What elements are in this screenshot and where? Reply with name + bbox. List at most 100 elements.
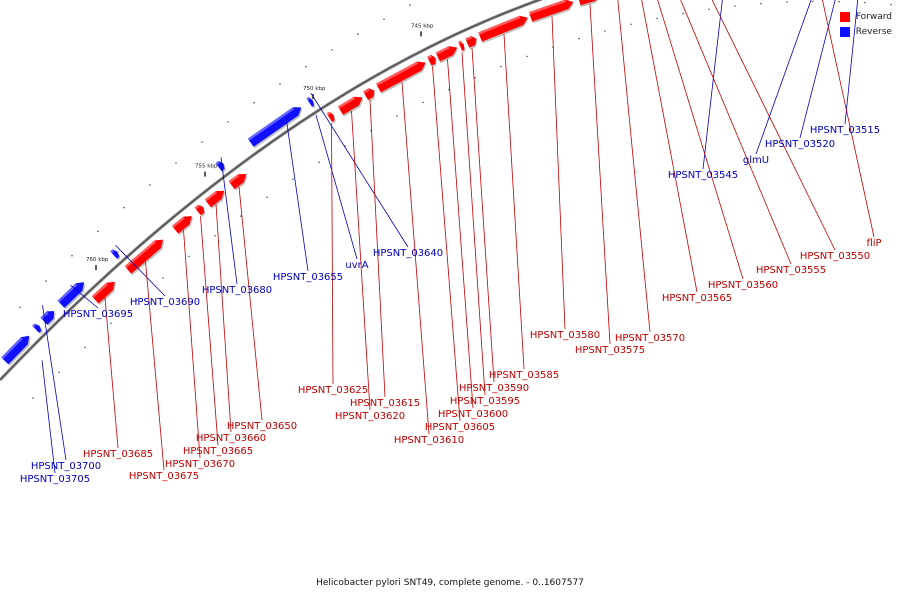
gene-label[interactable]: HPSNT_03605 (425, 422, 495, 433)
gene-label[interactable]: HPSNT_03520 (765, 139, 835, 150)
scale-dot (396, 115, 398, 117)
gene-label[interactable]: HPSNT_03620 (335, 411, 405, 422)
gene-label[interactable]: HPSNT_03580 (530, 330, 600, 341)
label-leader (215, 204, 232, 433)
scale-dot (201, 141, 203, 143)
gene-label[interactable]: HPSNT_03550 (800, 251, 870, 262)
gene-label[interactable]: HPSNT_03610 (394, 435, 464, 446)
scale-dot (292, 178, 294, 181)
gene-arrow[interactable] (435, 43, 461, 64)
gene-arrow[interactable] (91, 278, 120, 306)
scale-dot (838, 0, 840, 3)
scale-dot (71, 254, 73, 257)
label-leader (331, 123, 334, 385)
gene-label[interactable]: HPSNT_03680 (202, 285, 272, 296)
genome-caption: Helicobacter pylori SNT49, complete geno… (316, 578, 584, 588)
gene-arrow[interactable] (228, 170, 251, 191)
gene-label[interactable]: HPSNT_03615 (350, 398, 420, 409)
scale-dot (123, 206, 125, 209)
label-leader (471, 47, 495, 383)
gene-label[interactable]: HPSNT_03665 (183, 446, 253, 457)
scale-dot (318, 161, 320, 163)
gene-label[interactable]: HPSNT_03570 (615, 333, 685, 344)
label-leader (822, 0, 875, 238)
gene-label[interactable]: HPSNT_03695 (63, 309, 133, 320)
label-leader (145, 261, 165, 471)
backbone-line (0, 0, 542, 381)
gene-arrow[interactable] (306, 96, 317, 109)
gene-arrow[interactable] (337, 93, 366, 117)
gene-label[interactable]: HPSNT_03600 (438, 409, 508, 420)
label-leader (711, 0, 836, 251)
gene-label[interactable]: HPSNT_03555 (756, 265, 826, 276)
legend-forward[interactable]: Forward (839, 9, 892, 24)
gene-label[interactable]: HPSNT_03575 (575, 345, 645, 356)
label-leader (183, 229, 201, 459)
gene-arrow[interactable] (577, 0, 603, 8)
gene-arrow[interactable] (57, 279, 89, 310)
gene-label[interactable]: HPSNT_03690 (130, 297, 200, 308)
label-leader (702, 0, 723, 170)
gene-arrow[interactable] (376, 58, 429, 95)
gene-label[interactable]: HPSNT_03660 (196, 433, 266, 444)
gene-label[interactable]: fliP (866, 238, 881, 249)
gene-label[interactable]: HPSNT_03625 (298, 385, 368, 396)
scale-dot (760, 2, 762, 5)
scale-dot (331, 49, 333, 51)
gene-arrow[interactable] (363, 86, 378, 102)
scale-dot (58, 371, 60, 374)
gene-label[interactable]: HPSNT_03640 (373, 248, 443, 259)
gene-arrow[interactable] (110, 248, 122, 261)
scale-dot (45, 280, 47, 282)
scale-dot (474, 76, 476, 79)
gene-arrow[interactable] (1, 332, 34, 366)
label-leader (104, 297, 119, 449)
gene-label[interactable]: HPSNT_03565 (662, 293, 732, 304)
gene-arrow[interactable] (124, 236, 168, 276)
reverse-swatch (839, 26, 850, 37)
gene-arrow[interactable] (427, 54, 439, 68)
gene-arrow[interactable] (465, 34, 479, 50)
gene-arrow[interactable] (171, 212, 196, 236)
genes (1, 0, 633, 366)
gene-label[interactable]: HPSNT_03560 (708, 280, 778, 291)
scale-dots (19, 0, 892, 399)
gene-arrow[interactable] (528, 0, 576, 24)
legend-reverse-label: Reverse (855, 26, 892, 37)
scale-dot (422, 101, 424, 104)
gene-label[interactable]: HPSNT_03655 (273, 272, 343, 283)
gene-arrow[interactable] (204, 187, 229, 209)
gene-arrow[interactable] (247, 103, 306, 149)
gene-label[interactable]: HPSNT_03705 (20, 474, 90, 485)
gene-label[interactable]: HPSNT_03650 (227, 421, 297, 432)
scale-dot (149, 184, 151, 186)
scale-dot (305, 65, 307, 68)
gene-label[interactable]: HPSNT_03595 (450, 396, 520, 407)
gene-label[interactable]: HPSNT_03545 (668, 170, 738, 181)
label-leader (401, 82, 430, 435)
scale-dot (708, 8, 710, 11)
gene-arrow[interactable] (326, 111, 338, 124)
gene-label[interactable]: uvrA (345, 260, 368, 271)
gene-label[interactable]: HPSNT_03590 (459, 383, 529, 394)
kbp-tick-label: 750 kbp (303, 86, 326, 92)
gene-arrow[interactable] (32, 322, 44, 335)
kbp-tick-label: 745 kbp (411, 23, 434, 29)
gene-label[interactable]: HPSNT_03685 (83, 449, 153, 460)
gene-arrow[interactable] (478, 13, 530, 44)
gene-label[interactable]: glmU (743, 155, 769, 166)
gene-arrow[interactable] (194, 203, 208, 217)
gene-label[interactable]: HPSNT_03670 (165, 459, 235, 470)
scale-dot (162, 277, 164, 279)
label-leaders (41, 0, 875, 474)
scale-dot (188, 255, 190, 258)
scale-dot (266, 196, 268, 199)
gene-label[interactable]: HPSNT_03585 (489, 370, 559, 381)
gene-arrow[interactable] (458, 40, 467, 53)
gene-label[interactable]: HPSNT_03700 (31, 461, 101, 472)
scale-dot (357, 33, 359, 35)
gene-label[interactable]: HPSNT_03515 (810, 125, 880, 136)
label-leader (844, 0, 859, 125)
legend-reverse[interactable]: Reverse (839, 24, 892, 39)
gene-label[interactable]: HPSNT_03675 (129, 471, 199, 482)
